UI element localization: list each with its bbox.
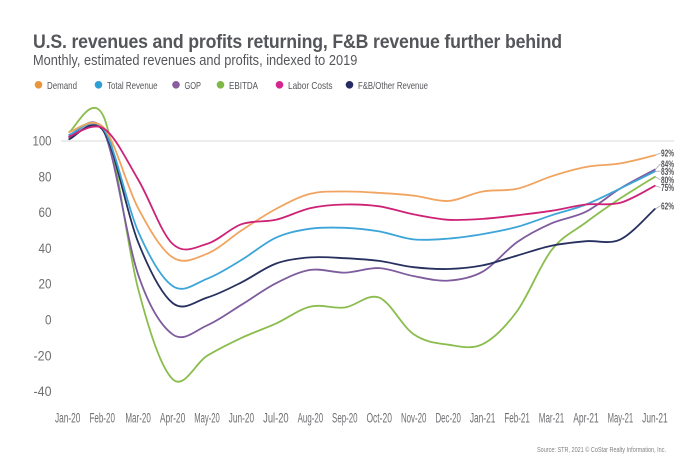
svg-text:Total Revenue: Total Revenue (107, 81, 158, 92)
svg-text:Feb-21: Feb-21 (504, 410, 530, 425)
svg-text:75%: 75% (661, 183, 674, 194)
svg-text:Sep-20: Sep-20 (332, 410, 358, 425)
svg-text:Oct-20: Oct-20 (366, 410, 392, 425)
svg-text:Jan-20: Jan-20 (55, 410, 81, 425)
svg-text:EBITDA: EBITDA (229, 81, 258, 92)
svg-text:May-21: May-21 (608, 410, 634, 425)
svg-text:62%: 62% (661, 201, 674, 212)
svg-text:84%: 84% (661, 159, 674, 170)
svg-text:80: 80 (39, 169, 52, 184)
svg-text:Mar-21: Mar-21 (539, 410, 565, 425)
svg-text:Jun-20: Jun-20 (229, 410, 255, 425)
svg-text:80%: 80% (661, 175, 674, 186)
svg-text:Feb-20: Feb-20 (89, 410, 115, 425)
svg-text:Demand: Demand (47, 81, 77, 92)
svg-text:Labor Costs: Labor Costs (288, 81, 333, 92)
svg-text:20: 20 (39, 277, 52, 292)
svg-text:Apr-20: Apr-20 (160, 410, 186, 425)
svg-text:Apr-21: Apr-21 (573, 410, 599, 425)
svg-text:Source: STR, 2021 © CoStar Rea: Source: STR, 2021 © CoStar Realty Inform… (537, 445, 666, 454)
svg-text:Dec-20: Dec-20 (435, 410, 461, 425)
svg-text:92%: 92% (661, 149, 674, 160)
svg-text:Jan-21: Jan-21 (470, 410, 496, 425)
svg-text:83%: 83% (661, 167, 674, 178)
svg-text:40: 40 (39, 241, 52, 256)
svg-text:60: 60 (39, 205, 52, 220)
svg-text:Jun-21: Jun-21 (642, 410, 668, 425)
svg-text:0: 0 (45, 313, 52, 328)
svg-text:F&B/Other Revenue: F&B/Other Revenue (358, 81, 428, 92)
svg-text:-20: -20 (34, 348, 52, 363)
svg-text:GOP: GOP (185, 81, 202, 92)
svg-text:May-20: May-20 (194, 410, 220, 425)
svg-text:Jul-20: Jul-20 (263, 410, 289, 425)
svg-text:-40: -40 (34, 384, 52, 399)
svg-text:100: 100 (33, 134, 52, 149)
svg-text:Aug-20: Aug-20 (298, 410, 324, 425)
svg-text:Mar-20: Mar-20 (125, 410, 151, 425)
svg-text:Nov-20: Nov-20 (401, 410, 427, 425)
